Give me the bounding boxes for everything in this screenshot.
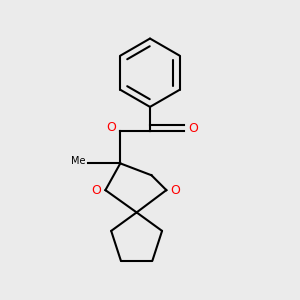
Text: O: O (188, 122, 198, 134)
Text: O: O (170, 184, 180, 196)
Text: Me: Me (71, 156, 85, 166)
Text: O: O (106, 121, 116, 134)
Text: O: O (92, 184, 102, 196)
